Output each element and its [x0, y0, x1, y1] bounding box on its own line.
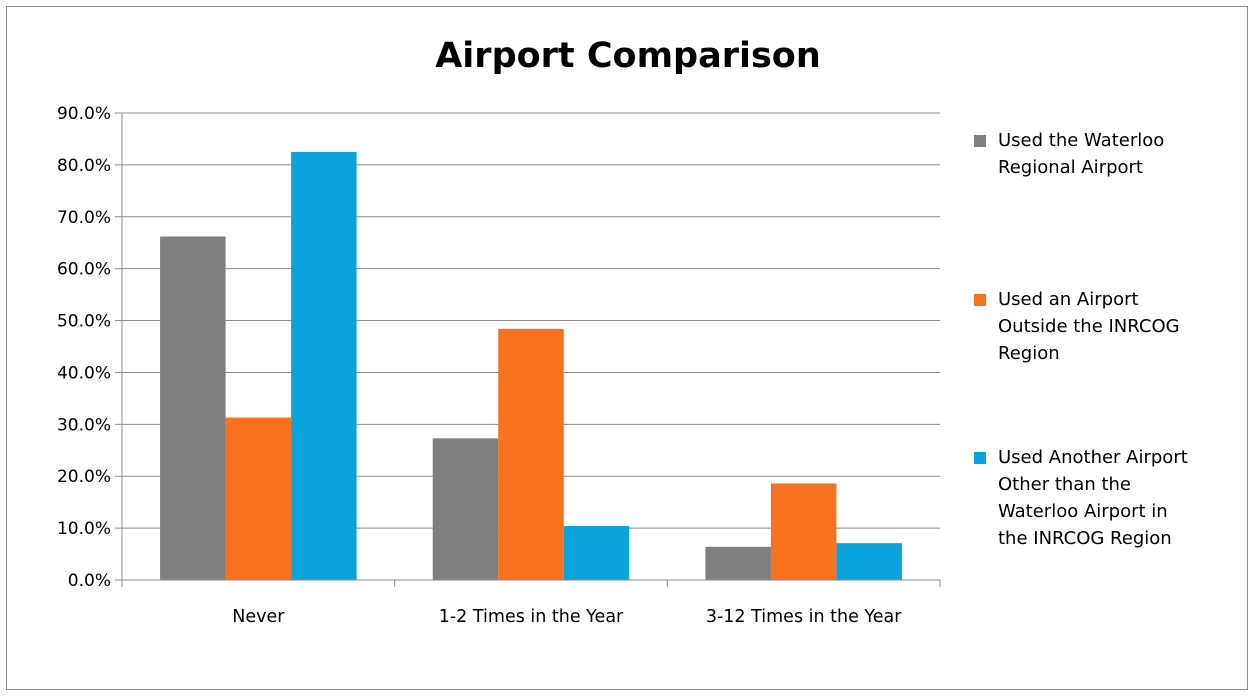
y-tick-label: 40.0% [57, 363, 111, 383]
bar [225, 417, 292, 580]
y-tick-label: 90.0% [57, 104, 111, 124]
legend-swatch [974, 294, 986, 306]
legend-label-line: the INRCOG Region [998, 528, 1172, 549]
legend-label: Used the Waterloo Regional Airport [998, 127, 1238, 181]
axes [115, 112, 941, 587]
legend-label: Used an Airport Outside the INRCOG Region [998, 286, 1238, 367]
x-tick-label: 3-12 Times in the Year [706, 607, 902, 627]
bars [160, 151, 902, 581]
y-tick-label: 60.0% [57, 260, 111, 280]
y-tick-label: 30.0% [57, 415, 111, 435]
legend-label: Used Another Airport Other than the Waterl… [998, 444, 1238, 552]
bar [291, 151, 357, 580]
bar [836, 543, 902, 580]
bar [160, 236, 226, 581]
bar [563, 526, 630, 580]
legend-label-line: Region [998, 343, 1060, 364]
y-tick-labels: 0.0% 10.0% 20.0% 30.0% 40.0% 50.0% 60.0% 70.0% 8… [57, 104, 111, 591]
bar [432, 438, 499, 580]
legend-label-line: Used an Airport [998, 289, 1139, 310]
y-tick-label: 20.0% [57, 467, 111, 487]
y-tick-label: 0.0% [68, 571, 111, 591]
legend-label-line: Other than the [998, 474, 1131, 495]
bar [770, 483, 837, 580]
x-tick-label: Never [232, 607, 285, 627]
legend-swatch [974, 452, 986, 464]
y-tick-label: 80.0% [57, 156, 111, 176]
y-tick-label: 10.0% [57, 519, 111, 539]
bar [498, 328, 564, 580]
chart-title: Airport Comparison [435, 36, 821, 76]
y-tick-label: 50.0% [57, 312, 111, 332]
legend-label-line: Waterloo Airport in [998, 501, 1168, 522]
x-tick-label: 1-2 Times in the Year [439, 607, 624, 627]
x-tick-labels: Never 1-2 Times in the Year 3-12 Times in … [232, 607, 902, 627]
legend-label-line: Used the Waterloo [998, 130, 1165, 151]
legend-label-line: Outside the INRCOG [998, 316, 1180, 337]
legend-swatch [974, 135, 986, 147]
y-tick-label: 70.0% [57, 208, 111, 228]
bar [705, 546, 771, 580]
legend-label-line: Regional Airport [998, 157, 1143, 178]
legend-label-line: Used Another Airport [998, 447, 1188, 468]
